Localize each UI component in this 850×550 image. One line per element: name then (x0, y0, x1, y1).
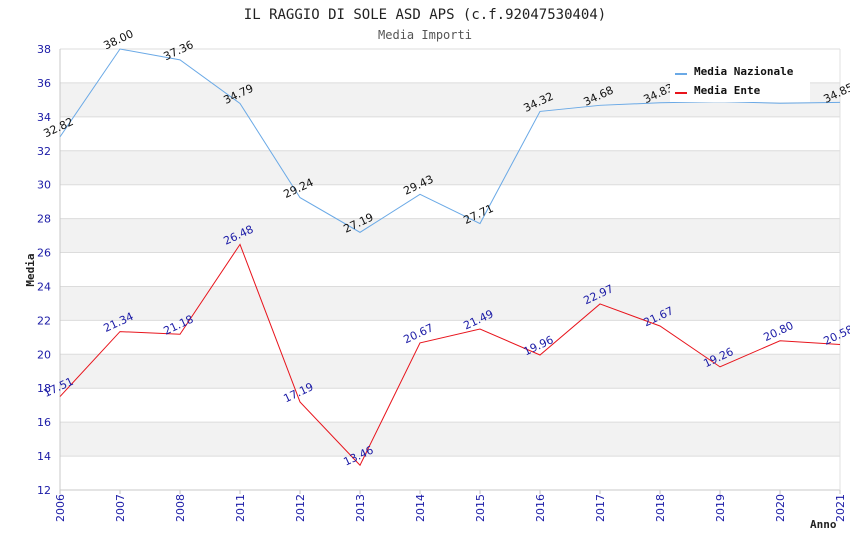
x-tick-label: 2013 (354, 494, 367, 522)
y-tick-label: 34 (37, 111, 51, 124)
y-tick-label: 30 (37, 179, 51, 192)
series-line-media-ente (59, 243, 841, 467)
data-label: 20.67 (401, 321, 435, 346)
chart-subtitle: Media Importi (378, 28, 472, 42)
grid-bands (60, 82, 840, 457)
y-tick-label: 32 (37, 145, 51, 158)
y-tick-label: 24 (37, 280, 51, 293)
y-tick-label: 14 (37, 450, 51, 463)
legend-label: Media Ente (694, 84, 761, 97)
grid-band (60, 218, 840, 253)
y-tick-label: 26 (37, 247, 51, 260)
x-tick-label: 2006 (54, 494, 67, 522)
data-label: 20.80 (761, 319, 795, 344)
x-tick-label: 2021 (834, 494, 847, 522)
y-tick-label: 18 (37, 382, 51, 395)
x-tick-label: 2018 (654, 494, 667, 522)
y-axis-label: Media (24, 253, 37, 286)
grid-band (60, 422, 840, 457)
y-tick-label: 36 (37, 77, 51, 90)
x-tick-label: 2007 (114, 494, 127, 522)
grid-band (60, 286, 840, 321)
y-tick-label: 16 (37, 416, 51, 429)
x-tick-label: 2015 (474, 494, 487, 522)
x-tick-label: 2014 (414, 494, 427, 522)
data-label: 17.51 (41, 375, 75, 400)
x-tick-label: 2016 (534, 494, 547, 522)
grid-lines (59, 48, 841, 494)
x-tick-label: 2017 (594, 494, 607, 522)
y-tick-label: 20 (37, 348, 51, 361)
y-tick-label: 38 (37, 43, 51, 56)
y-tick-label: 12 (37, 484, 51, 497)
y-tick-label: 22 (37, 314, 51, 327)
y-tick-labels: 12 14 16 18 20 22 24 26 28 30 32 34 36 38 (37, 43, 51, 497)
x-tick-label: 2020 (774, 494, 787, 522)
x-tick-label: 2019 (714, 494, 727, 522)
x-axis-label: Anno (810, 518, 837, 531)
y-tick-label: 28 (37, 213, 51, 226)
x-tick-label: 2012 (294, 494, 307, 522)
legend: Media Nazionale Media Ente (670, 62, 810, 102)
x-tick-labels: 2006 2007 2008 2011 2012 2013 2014 2015 2016 2017… (54, 494, 847, 522)
legend-box (670, 62, 810, 102)
grid-band (60, 150, 840, 185)
legend-label: Media Nazionale (694, 65, 794, 78)
axes (59, 49, 841, 491)
chart-title: IL RAGGIO DI SOLE ASD APS (c.f.920475304… (244, 7, 606, 23)
x-tick-label: 2008 (174, 494, 187, 522)
x-tick-label: 2011 (234, 494, 247, 522)
